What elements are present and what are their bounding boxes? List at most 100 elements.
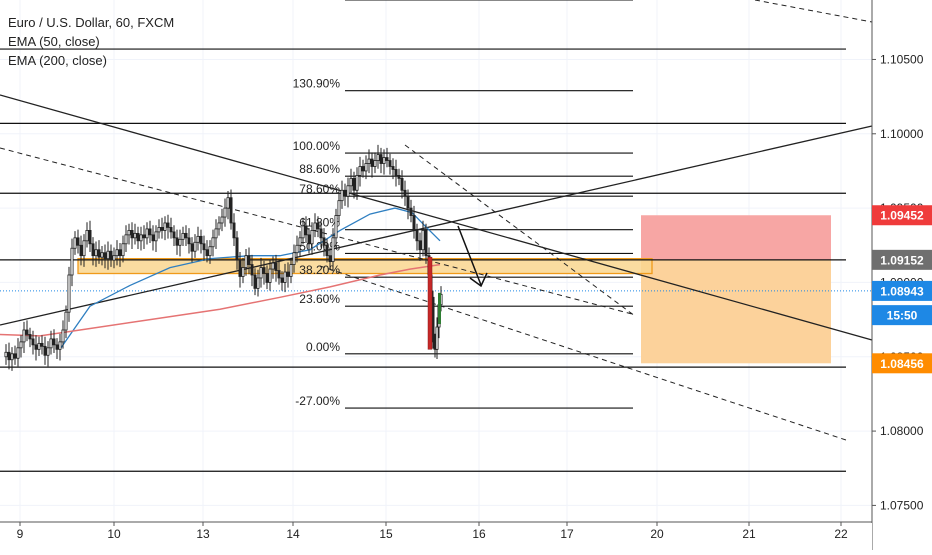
candle-bull	[289, 264, 293, 277]
candle-bull	[178, 238, 182, 246]
candle-bull	[139, 234, 143, 242]
candle-bull	[331, 237, 335, 263]
candle-bull	[355, 175, 359, 191]
price-label-text: 1.08456	[880, 357, 924, 371]
candle-bull	[85, 230, 89, 242]
dashed-channel-upper	[0, 147, 633, 315]
candle-bear	[199, 235, 203, 245]
fib-level-label: 88.60%	[299, 162, 340, 176]
candle-bear	[31, 338, 35, 346]
candle-bull	[58, 341, 62, 350]
price-label-text: 1.08943	[880, 284, 924, 298]
indicator-ema-50[interactable]: EMA (50, close)	[8, 34, 100, 49]
candle-bull	[94, 249, 98, 257]
candlestick-series	[4, 144, 443, 371]
y-tick-label: 1.07500	[880, 498, 924, 512]
candle-bear	[277, 270, 281, 279]
x-tick-label: 14	[286, 527, 300, 541]
candle-bear	[385, 157, 389, 161]
candle-bear	[88, 230, 92, 245]
candle-bull	[73, 237, 77, 249]
candle-bear	[184, 232, 188, 239]
dashed-projection	[404, 144, 636, 317]
candle-bear	[34, 344, 38, 350]
x-tick-label: 20	[650, 527, 664, 541]
chart-legend[interactable]: Euro / U.S. Dollar, 60, FXCM EMA (50, cl…	[8, 13, 174, 70]
price-labels: 1.09452 1.09152 1.08943 15:50 1.08456	[872, 205, 932, 374]
candle-bull	[127, 230, 131, 236]
support-band	[77, 257, 653, 275]
candle-bear	[205, 249, 209, 257]
candle-bear	[352, 177, 356, 191]
price-label-box	[872, 249, 932, 270]
candle-bull	[82, 240, 86, 257]
candle-bull	[163, 222, 167, 231]
candle-bear	[202, 243, 206, 251]
fibonacci-retracement[interactable]: 130.90%100.00%88.60%78.60%61.80%50.00%38…	[293, 0, 633, 409]
price-label-text: 15:50	[887, 309, 918, 323]
candle-bear	[175, 237, 179, 246]
candle-bull	[373, 160, 377, 167]
x-tick-label: 17	[560, 527, 574, 541]
candle-bull	[220, 216, 224, 224]
price-label-box	[872, 353, 932, 374]
fib-level-label: 130.90%	[293, 77, 341, 91]
candle-bear	[394, 169, 398, 176]
candle-bear	[262, 267, 266, 274]
candle-bear	[190, 243, 194, 252]
candle-bear	[148, 228, 152, 236]
candle-bull	[49, 338, 53, 349]
candle-bear	[304, 225, 308, 236]
projection-arrowhead	[469, 272, 488, 288]
candle-bull	[244, 255, 248, 268]
candle-bull	[295, 244, 299, 254]
candle-bull	[208, 246, 212, 257]
candle-bear	[43, 345, 47, 356]
candle-bear	[343, 189, 347, 197]
candle-bull	[334, 215, 338, 239]
candle-bull	[112, 255, 116, 261]
candle-bear	[160, 227, 164, 231]
candle-bull	[358, 166, 362, 176]
candle-bear	[418, 240, 422, 251]
candle-bull	[364, 163, 368, 172]
trendlines[interactable]	[0, 0, 873, 441]
candle-bear	[397, 175, 401, 179]
candle-bull	[106, 250, 110, 260]
x-tick-label: 10	[107, 527, 121, 541]
candle-bull	[100, 252, 104, 258]
x-tick-label: 15	[379, 527, 393, 541]
candle-bear	[427, 256, 433, 350]
fib-level-label: 78.60%	[299, 182, 340, 196]
candle-bear	[274, 262, 278, 271]
candle-bear	[76, 237, 80, 246]
candle-bull	[435, 326, 439, 350]
candle-bear	[415, 230, 419, 242]
candle-bull	[154, 231, 158, 242]
candle-bull	[340, 189, 344, 202]
candle-bear	[142, 234, 146, 239]
candle-bear	[136, 232, 140, 242]
candle-bear	[28, 334, 32, 340]
candle-bull	[421, 230, 425, 251]
indicator-ema-200[interactable]: EMA (200, close)	[8, 53, 107, 68]
candle-bear	[169, 227, 173, 233]
candle-bear	[307, 234, 311, 245]
candle-bull	[211, 237, 215, 248]
x-axis-band	[0, 523, 872, 550]
symbol-title[interactable]: Euro / U.S. Dollar, 60, FXCM	[8, 15, 175, 30]
candle-bull	[46, 347, 50, 356]
candle-bull	[268, 268, 272, 283]
candle-bull	[346, 185, 350, 197]
candle-bear	[91, 243, 95, 257]
candle-bull	[16, 347, 20, 359]
candle-bull	[382, 157, 386, 164]
candle-bull	[367, 158, 371, 164]
candle-bear	[229, 197, 233, 224]
candle-bear	[328, 255, 332, 263]
candle-bear	[325, 244, 329, 257]
candle-bull	[256, 277, 260, 289]
